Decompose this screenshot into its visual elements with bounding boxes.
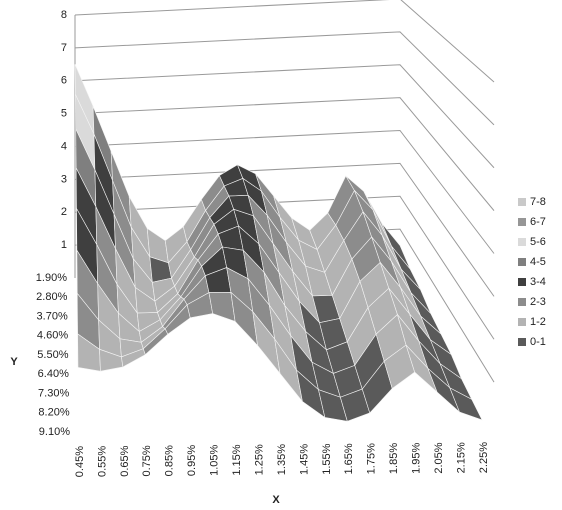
y-tick-label: 5.50% [37, 349, 68, 361]
x-tick-label: 0.95% [186, 445, 198, 476]
x-tick-label: 0.85% [164, 445, 176, 476]
y-tick-label: 3.70% [37, 310, 68, 322]
legend-swatch [518, 218, 526, 226]
y-axis-title: Y [10, 356, 18, 368]
x-tick-label: 1.85% [388, 443, 400, 474]
x-tick-label: 0.45% [74, 446, 86, 477]
y-tick-label: 7.30% [38, 387, 69, 399]
x-tick-label: 2.05% [433, 442, 445, 473]
legend-swatch [518, 338, 526, 346]
legend-swatch [518, 298, 526, 306]
surface-cell [208, 291, 236, 322]
legend-label: 5-6 [530, 236, 546, 248]
y-tick-label: 8.20% [38, 407, 69, 419]
x-axis-title: X [272, 494, 280, 506]
surface-cell [449, 387, 483, 421]
x-tick-label: 1.95% [411, 442, 423, 473]
legend-label: 7-8 [530, 196, 546, 208]
x-tick-label: 2.25% [478, 442, 490, 473]
grid-line [74, 64, 495, 169]
x-tick-label: 1.35% [276, 444, 288, 475]
legend-label: 6-7 [530, 216, 546, 228]
legend-swatch [518, 258, 526, 266]
z-tick-label: 3 [61, 173, 67, 185]
z-tick-label: 7 [61, 42, 67, 54]
grid-line [74, 97, 495, 211]
z-tick-label: 1 [61, 239, 67, 251]
y-tick-label: 1.90% [36, 272, 67, 284]
grid-line [74, 195, 495, 340]
grid-line [74, 162, 495, 297]
y-tick-label: 4.60% [37, 330, 68, 342]
z-tick-label: 6 [61, 75, 67, 87]
legend-swatch [518, 198, 526, 206]
x-tick-label: 1.65% [343, 443, 355, 474]
y-tick-label: 6.40% [38, 368, 69, 380]
legend-swatch [518, 278, 526, 286]
grid-line [74, 129, 495, 254]
x-tick-label: 0.65% [119, 445, 131, 476]
x-tick-label: 1.55% [321, 443, 333, 474]
x-tick-label: 0.55% [96, 446, 108, 477]
z-tick-label: 4 [61, 140, 67, 152]
x-tick-label: 1.05% [209, 444, 221, 475]
grid-line [74, 31, 495, 126]
z-tick-label: 5 [61, 108, 67, 120]
legend-label: 1-2 [530, 316, 546, 328]
x-tick-label: 0.75% [141, 445, 153, 476]
legend-label: 2-3 [530, 296, 546, 308]
x-tick-label: 1.15% [231, 444, 243, 475]
x-tick-label: 1.25% [253, 444, 265, 475]
legend-swatch [518, 238, 526, 246]
z-tick-label: 8 [61, 9, 67, 21]
x-tick-label: 2.15% [455, 442, 467, 473]
y-tick-label: 9.10% [39, 426, 70, 438]
x-tick-label: 1.75% [366, 443, 378, 474]
legend-label: 4-5 [530, 256, 546, 268]
z-tick-label: 2 [61, 206, 67, 218]
y-tick-label: 2.80% [36, 291, 67, 303]
grid-line [74, 0, 495, 83]
legend-swatch [518, 318, 526, 326]
x-tick-label: 1.45% [298, 444, 310, 475]
legend-label: 3-4 [530, 276, 546, 288]
legend-label: 0-1 [530, 336, 546, 348]
